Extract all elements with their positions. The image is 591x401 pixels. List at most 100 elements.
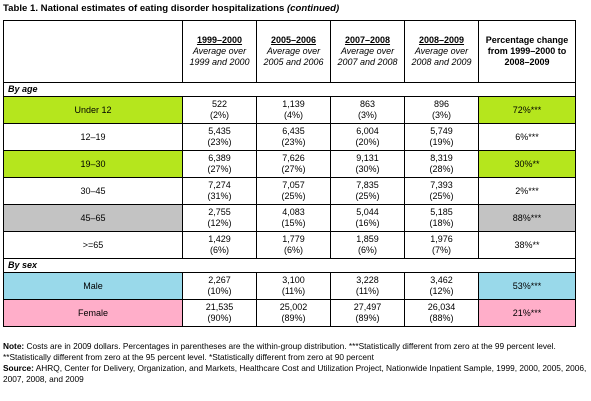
percent-value: (90%) bbox=[207, 313, 232, 323]
value-cell: 3,462 (12%) bbox=[404, 272, 479, 300]
col-year-0: 1999–2000 bbox=[196, 35, 243, 45]
value-cell: 21,535 (90%) bbox=[182, 299, 257, 327]
count-value: 896 bbox=[433, 99, 450, 109]
pct-change-cell: 21%*** bbox=[478, 299, 576, 327]
col-header-pct-change: Percentage change from 1999–2000 to 2008… bbox=[478, 20, 576, 83]
col-year-2: 2007–2008 bbox=[344, 35, 391, 45]
row-label: 12–19 bbox=[3, 123, 183, 151]
percent-value: (12%) bbox=[429, 286, 454, 296]
table-row: 19–30 6,389 (27%) 7,626 (27%) 9,131 (30%) 8,319… bbox=[3, 150, 576, 178]
value-cell: 5,749 (19%) bbox=[404, 123, 479, 151]
percent-value: (27%) bbox=[207, 164, 232, 174]
value-cell: 27,497 (89%) bbox=[330, 299, 405, 327]
percent-value: (11%) bbox=[355, 286, 380, 296]
row-label: Male bbox=[3, 272, 183, 300]
value-cell: 7,835 (25%) bbox=[330, 177, 405, 205]
value-cell: 863 (3%) bbox=[330, 96, 405, 124]
count-value: 1,139 bbox=[282, 99, 305, 109]
hospitalizations-table: 1999–2000 Average over 1999 and 2000 2005… bbox=[3, 20, 576, 327]
table-row: 12–19 5,435 (23%) 6,435 (23%) 6,004 (20%) 5,749… bbox=[3, 123, 576, 151]
value-cell: 6,004 (20%) bbox=[330, 123, 405, 151]
col-year-3: 2008–2009 bbox=[418, 35, 465, 45]
count-value: 21,535 bbox=[205, 302, 234, 312]
table-title-suffix: (continued) bbox=[286, 3, 340, 14]
percent-value: (16%) bbox=[355, 218, 380, 228]
percent-value: (28%) bbox=[429, 164, 454, 174]
col-header-2: 2007–2008 Average over 2007 and 2008 bbox=[330, 20, 405, 83]
value-cell: 4,083 (15%) bbox=[256, 204, 331, 232]
count-value: 3,462 bbox=[430, 275, 453, 285]
percent-value: (11%) bbox=[281, 286, 306, 296]
value-cell: 8,319 (28%) bbox=[404, 150, 479, 178]
value-cell: 5,185 (18%) bbox=[404, 204, 479, 232]
percent-value: (12%) bbox=[207, 218, 232, 228]
value-cell: 7,274 (31%) bbox=[182, 177, 257, 205]
percent-value: (15%) bbox=[281, 218, 306, 228]
row-label: 19–30 bbox=[3, 150, 183, 178]
pct-change-cell: 88%*** bbox=[478, 204, 576, 232]
percent-value: (4%) bbox=[283, 110, 303, 120]
count-value: 7,626 bbox=[282, 153, 305, 163]
percent-value: (19%) bbox=[429, 137, 454, 147]
row-label: Under 12 bbox=[3, 96, 183, 124]
value-cell: 26,034 (88%) bbox=[404, 299, 479, 327]
header-row: 1999–2000 Average over 1999 and 2000 2005… bbox=[3, 20, 576, 83]
pct-change-cell: 38%** bbox=[478, 231, 576, 259]
value-cell: 522 (2%) bbox=[182, 96, 257, 124]
percent-value: (2%) bbox=[209, 110, 229, 120]
col-header-0: 1999–2000 Average over 1999 and 2000 bbox=[182, 20, 257, 83]
count-value: 7,057 bbox=[282, 180, 305, 190]
count-value: 2,755 bbox=[208, 207, 231, 217]
col-year-1: 2005–2006 bbox=[270, 35, 317, 45]
percent-value: (6%) bbox=[283, 245, 303, 255]
row-label: 30–45 bbox=[3, 177, 183, 205]
value-cell: 7,057 (25%) bbox=[256, 177, 331, 205]
pct-change-cell: 72%*** bbox=[478, 96, 576, 124]
percent-value: (7%) bbox=[431, 245, 451, 255]
count-value: 5,185 bbox=[430, 207, 453, 217]
value-cell: 7,626 (27%) bbox=[256, 150, 331, 178]
count-value: 26,034 bbox=[427, 302, 456, 312]
row-label: >=65 bbox=[3, 231, 183, 259]
value-cell: 1,976 (7%) bbox=[404, 231, 479, 259]
count-value: 27,497 bbox=[353, 302, 382, 312]
value-cell: 1,139 (4%) bbox=[256, 96, 331, 124]
percent-value: (25%) bbox=[355, 191, 380, 201]
value-cell: 7,393 (25%) bbox=[404, 177, 479, 205]
count-value: 1,976 bbox=[430, 234, 453, 244]
value-cell: 1,779 (6%) bbox=[256, 231, 331, 259]
table-title: Table 1. National estimates of eating di… bbox=[3, 3, 339, 14]
count-value: 25,002 bbox=[279, 302, 308, 312]
row-label: 45–65 bbox=[3, 204, 183, 232]
count-value: 8,319 bbox=[430, 153, 453, 163]
col-desc-0: Average over 1999 and 2000 bbox=[189, 46, 250, 67]
percent-value: (3%) bbox=[357, 110, 377, 120]
table-row: Under 12 522 (2%) 1,139 (4%) 863 (3%) 896 (3%) 72… bbox=[3, 96, 576, 124]
percent-value: (27%) bbox=[281, 164, 306, 174]
col-header-3: 2008–2009 Average over 2008 and 2009 bbox=[404, 20, 479, 83]
table-row: 45–65 2,755 (12%) 4,083 (15%) 5,044 (16%) 5,185… bbox=[3, 204, 576, 232]
count-value: 6,435 bbox=[282, 126, 305, 136]
header-blank bbox=[3, 20, 183, 83]
pct-change-cell: 53%*** bbox=[478, 272, 576, 300]
col-desc-1: Average over 2005 and 2006 bbox=[263, 46, 324, 67]
count-value: 1,859 bbox=[356, 234, 379, 244]
count-value: 6,004 bbox=[356, 126, 379, 136]
count-value: 9,131 bbox=[356, 153, 379, 163]
source-text: AHRQ, Center for Delivery, Organization,… bbox=[3, 363, 587, 384]
table-row: Female 21,535 (90%) 25,002 (89%) 27,497 (89%) 2… bbox=[3, 299, 576, 327]
count-value: 5,435 bbox=[208, 126, 231, 136]
table-row: Male 2,267 (10%) 3,100 (11%) 3,228 (11%) 3,462(… bbox=[3, 272, 576, 300]
percent-value: (89%) bbox=[355, 313, 380, 323]
table-title-main: Table 1. National estimates of eating di… bbox=[3, 3, 285, 14]
pct-change-cell: 30%** bbox=[478, 150, 576, 178]
percent-value: (89%) bbox=[281, 313, 306, 323]
percent-value: (23%) bbox=[207, 137, 232, 147]
count-value: 7,393 bbox=[430, 180, 453, 190]
count-value: 7,835 bbox=[356, 180, 379, 190]
percent-value: (30%) bbox=[355, 164, 380, 174]
table-row: >=65 1,429 (6%) 1,779 (6%) 1,859 (6%) 1,976 (7%)… bbox=[3, 231, 576, 259]
count-value: 1,779 bbox=[282, 234, 305, 244]
count-value: 7,274 bbox=[208, 180, 231, 190]
col-desc-2: Average over 2007 and 2008 bbox=[337, 46, 398, 67]
